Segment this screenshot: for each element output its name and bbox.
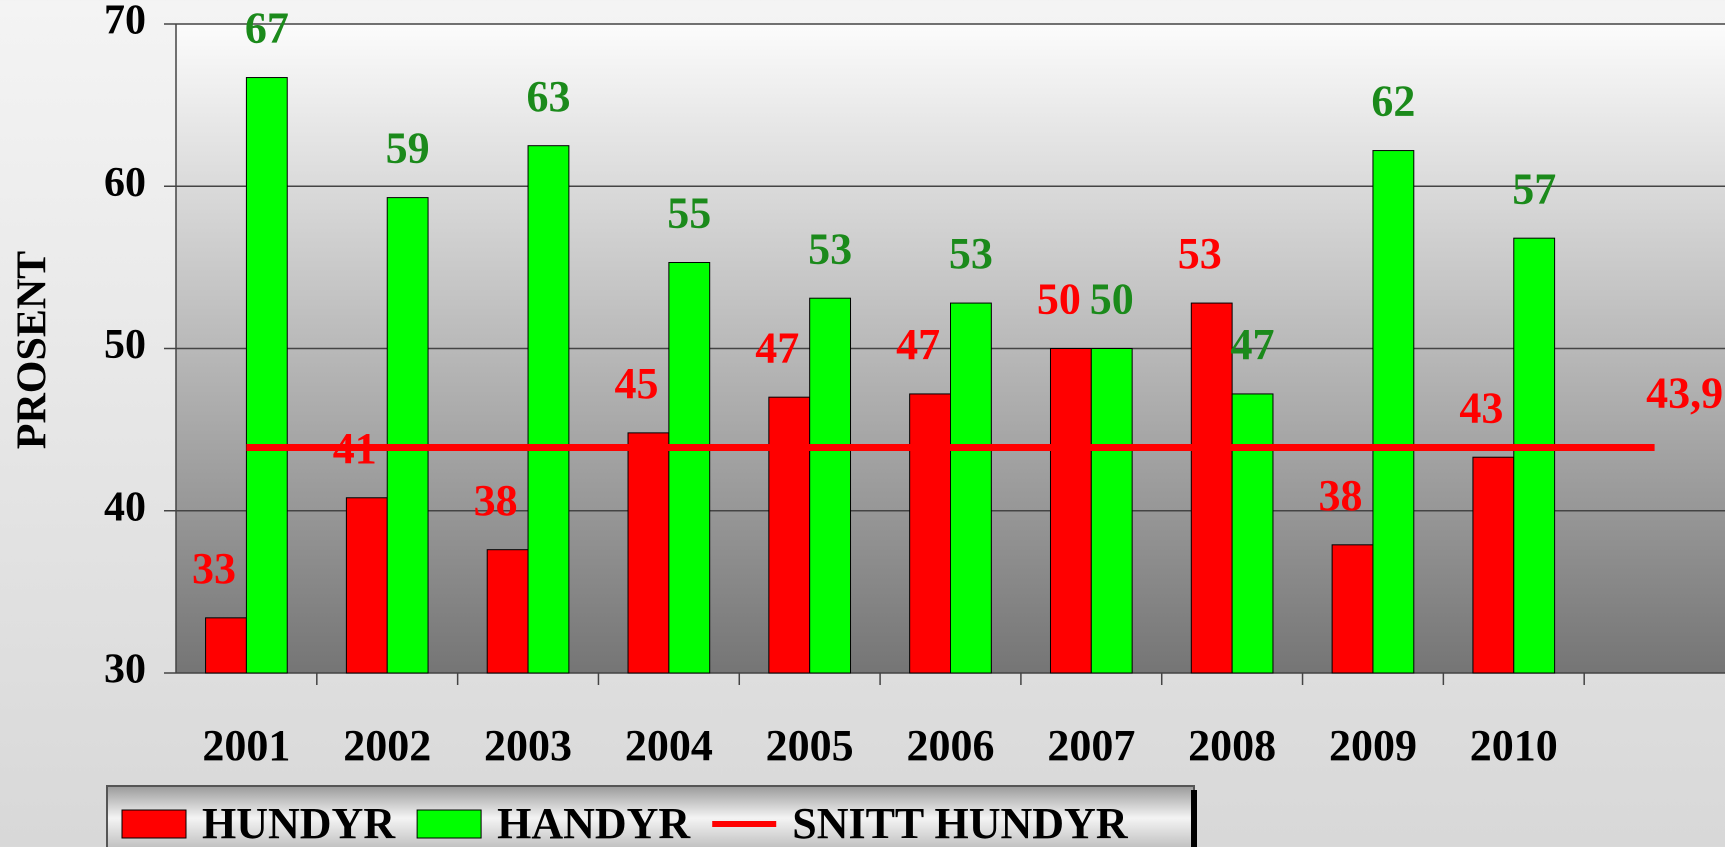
bar xyxy=(1331,544,1374,674)
data-label: 43 xyxy=(1459,383,1503,432)
bar xyxy=(345,497,388,674)
y-tick-label: 40 xyxy=(104,484,146,530)
data-label: 38 xyxy=(474,476,518,525)
bar xyxy=(1049,348,1092,674)
data-label: 62 xyxy=(1371,77,1415,126)
x-tick-label: 2006 xyxy=(907,721,995,770)
data-label: 50 xyxy=(1090,275,1134,324)
bar xyxy=(909,393,951,674)
legend-swatch xyxy=(416,809,482,839)
y-axis-label: PROSENT xyxy=(10,251,56,449)
bar xyxy=(1231,393,1274,674)
data-label: 57 xyxy=(1512,164,1556,213)
bar xyxy=(668,262,711,674)
x-tick-label: 2010 xyxy=(1470,721,1558,770)
data-label: 63 xyxy=(526,72,570,121)
data-label: 55 xyxy=(667,189,711,238)
bar xyxy=(1513,237,1556,674)
bar xyxy=(1190,302,1233,674)
x-tick-label: 2004 xyxy=(625,721,713,770)
data-label: 45 xyxy=(614,359,658,408)
legend-label: HANDYR xyxy=(497,799,691,847)
x-tick-label: 2005 xyxy=(766,721,854,770)
legend-label: SNITT HUNDYR xyxy=(792,799,1129,847)
y-tick-label: 30 xyxy=(104,647,146,693)
x-tick-label: 2001 xyxy=(202,721,290,770)
bar xyxy=(386,197,429,674)
x-tick-label: 2008 xyxy=(1188,721,1276,770)
data-label: 43,9 xyxy=(1646,369,1723,418)
legend-label: HUNDYR xyxy=(202,799,396,847)
data-label: 47 xyxy=(755,323,799,372)
x-tick-label: 2002 xyxy=(343,721,431,770)
data-label: 53 xyxy=(949,229,993,278)
data-label: 47 xyxy=(896,320,940,369)
data-label: 47 xyxy=(1231,320,1275,369)
x-tick-label: 2009 xyxy=(1329,721,1417,770)
data-label: 67 xyxy=(245,4,289,53)
x-tick-label: 2003 xyxy=(484,721,572,770)
y-tick-label: 50 xyxy=(104,322,146,368)
data-label: 53 xyxy=(1178,229,1222,278)
bar xyxy=(950,302,992,674)
y-tick-label: 60 xyxy=(104,160,146,206)
x-tick-label: 2007 xyxy=(1047,721,1135,770)
data-label: 59 xyxy=(386,124,430,173)
bar xyxy=(486,549,529,674)
bar xyxy=(809,297,852,674)
bar xyxy=(1472,456,1515,674)
data-label: 50 xyxy=(1037,275,1081,324)
bar xyxy=(1090,348,1133,674)
legend: HUNDYR HANDYR SNITT HUNDYR xyxy=(106,785,1197,847)
bar xyxy=(768,396,811,674)
bar xyxy=(527,145,570,674)
bar xyxy=(1372,150,1415,674)
data-label: 33 xyxy=(192,544,236,593)
data-label: 38 xyxy=(1319,471,1363,520)
bar xyxy=(245,77,288,674)
y-tick-label: 70 xyxy=(104,0,146,44)
data-label: 53 xyxy=(808,224,852,273)
bar xyxy=(205,617,247,674)
legend-swatch xyxy=(121,809,187,839)
bar xyxy=(627,432,670,674)
legend-box xyxy=(106,785,1195,847)
